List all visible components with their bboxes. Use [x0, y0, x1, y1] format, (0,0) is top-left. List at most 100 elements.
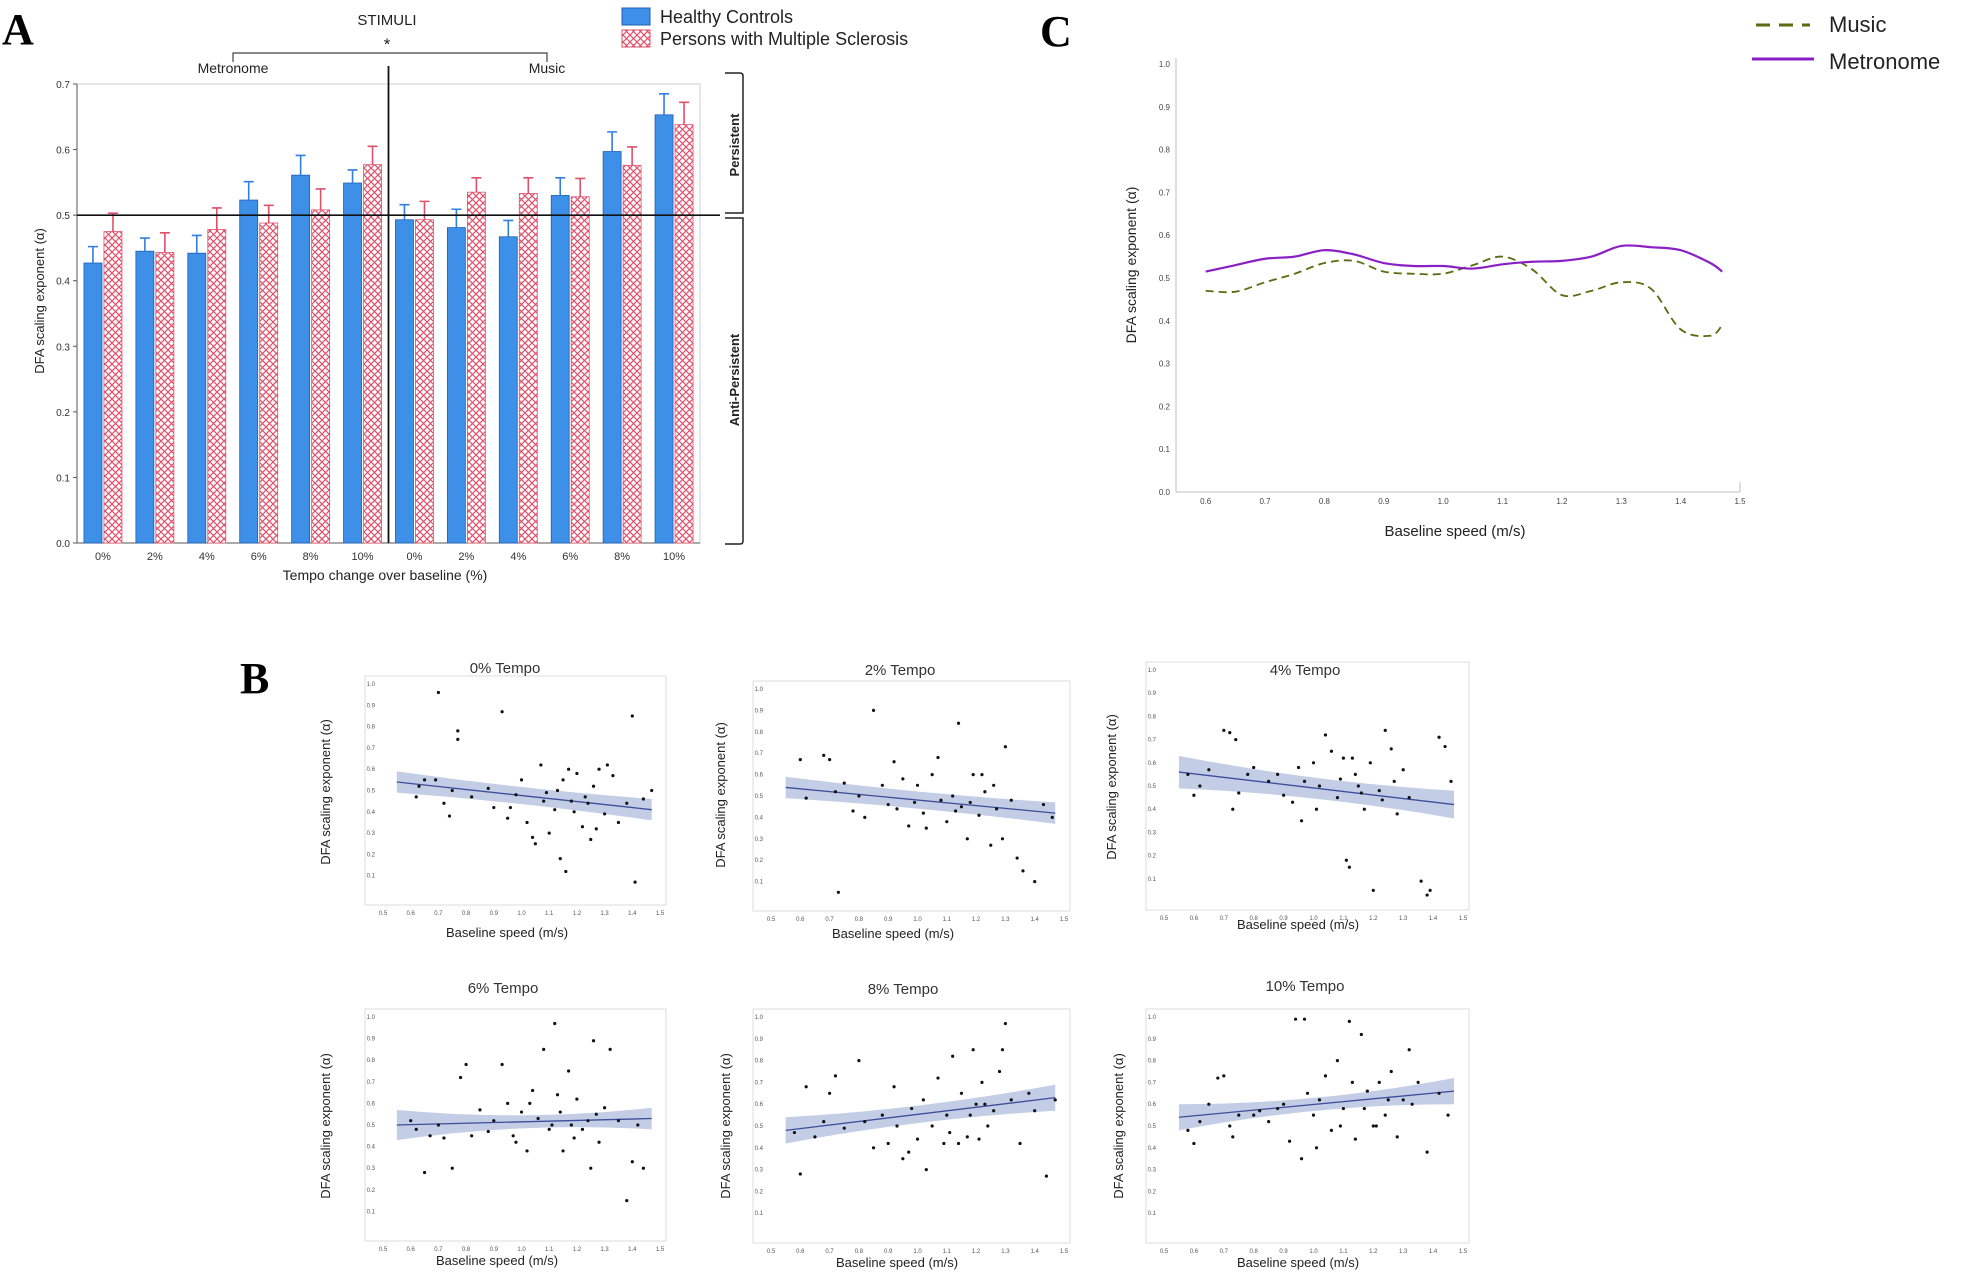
data-point [1000, 1048, 1005, 1052]
scatter-y-tick-label: 0.7 [1148, 1080, 1157, 1086]
confidence-band [396, 1107, 652, 1141]
legend-label-metronome: Metronome [1829, 49, 1940, 74]
data-point [1335, 1059, 1340, 1063]
scatter-y-tick-label: 0.1 [755, 1211, 764, 1217]
legend-label-ms: Persons with Multiple Sclerosis [660, 29, 908, 49]
data-point [450, 1166, 454, 1170]
data-point [1386, 1098, 1390, 1102]
data-point [500, 1062, 504, 1067]
group-label-music: Music [529, 60, 566, 76]
x-tick-label-a: 4% [510, 551, 526, 563]
data-point [971, 1048, 975, 1052]
data-point [1311, 1113, 1316, 1117]
bar-multiple-sclerosis [570, 196, 590, 544]
data-point [641, 1166, 645, 1170]
data-point [956, 1141, 961, 1146]
x-tick-label-c: 1.5 [1734, 497, 1746, 506]
data-point [1192, 1141, 1196, 1146]
scatter-y-tick-label: 0.5 [367, 1123, 376, 1129]
data-point [892, 1085, 896, 1089]
regression-line [1178, 771, 1455, 806]
scatter-x-label: Baseline speed (m/s) [436, 1253, 558, 1268]
scatter-x-tick-label: 1.3 [1001, 917, 1010, 923]
data-point [1329, 1128, 1334, 1132]
scatter-x-tick-label: 0.8 [1250, 916, 1259, 922]
error-bar-healthy-controls [87, 245, 98, 264]
data-point [1314, 1146, 1319, 1150]
data-point [1371, 888, 1375, 893]
data-point [930, 773, 934, 777]
data-point [921, 811, 925, 815]
data-point [986, 1124, 990, 1128]
data-point [1383, 1113, 1387, 1117]
data-point [650, 788, 654, 793]
data-point [492, 805, 496, 810]
data-point [1296, 765, 1301, 770]
data-point [492, 1119, 496, 1123]
data-point [989, 843, 993, 847]
bar-healthy-controls [446, 227, 466, 544]
data-point [1290, 800, 1295, 804]
scatter-x-tick-label: 1.0 [517, 911, 526, 917]
data-point [558, 1110, 562, 1114]
region-label-persistent: Persistent [727, 113, 742, 177]
data-point [616, 1119, 621, 1123]
data-point [1338, 777, 1343, 781]
data-point [409, 1119, 413, 1123]
scatter-y-label: DFA scaling exponent (α) [318, 719, 333, 865]
scatter-x-tick-label: 0.7 [1220, 916, 1229, 922]
data-point [842, 781, 846, 785]
data-point [561, 778, 565, 782]
scatter-x-tick-label: 1.3 [1001, 1249, 1010, 1255]
data-point [833, 1074, 838, 1078]
data-point [915, 783, 920, 787]
scatter-y-tick-label: 0.3 [1148, 1168, 1157, 1174]
bar-multiple-sclerosis [259, 222, 279, 544]
data-point [1018, 1141, 1022, 1146]
data-point [1027, 1091, 1031, 1095]
data-point [550, 1123, 554, 1127]
data-point [965, 1135, 969, 1139]
data-point [1252, 1113, 1256, 1117]
x-axis-label-a: Tempo change over baseline (%) [283, 567, 488, 583]
bar-healthy-controls [135, 250, 155, 544]
data-point [1389, 747, 1393, 751]
data-point [536, 1116, 540, 1121]
error-bar-healthy-controls [399, 203, 410, 220]
data-point [1392, 779, 1396, 783]
data-point [553, 1021, 557, 1026]
data-point [1276, 1106, 1280, 1111]
plot-frame-b [1145, 1008, 1470, 1244]
data-point [924, 1168, 928, 1172]
scatter-plot-5: 10% Tempo Baseline speed (m/s) DFA scaling… [1111, 978, 1470, 1270]
data-point [542, 799, 546, 803]
scatter-y-tick-label: 0.1 [1148, 877, 1157, 883]
bar-healthy-controls [498, 236, 518, 544]
data-point [530, 835, 535, 839]
data-point [798, 758, 802, 762]
data-point [1053, 1098, 1057, 1102]
data-point [1003, 745, 1008, 749]
data-point [1395, 1135, 1399, 1139]
data-point [1353, 772, 1357, 777]
scatter-y-tick-label: 0.5 [755, 1124, 764, 1130]
data-point [997, 1069, 1002, 1074]
y-tick-label-c: 1.0 [1159, 60, 1171, 69]
data-point [1437, 735, 1441, 739]
data-point [1362, 807, 1366, 811]
data-point [822, 1120, 826, 1124]
scatter-x-tick-label: 0.9 [884, 917, 893, 923]
x-tick-label-a: 4% [199, 551, 215, 563]
data-point [851, 809, 855, 813]
error-bar-multiple-sclerosis [211, 207, 222, 230]
error-bar-multiple-sclerosis [471, 176, 482, 193]
data-point [1389, 1069, 1393, 1074]
scatter-x-tick-label: 1.4 [1031, 1249, 1040, 1255]
bar-multiple-sclerosis [674, 124, 694, 544]
scatter-x-tick-label: 0.9 [490, 911, 499, 917]
panel-b-scatter-grid: 0% Tempo Baseline speed (m/s) DFA scaling … [318, 660, 1470, 1270]
data-point [1443, 744, 1447, 749]
x-tick-label-c: 1.2 [1556, 497, 1568, 506]
data-point [1368, 761, 1372, 765]
scatter-y-tick-label: 0.8 [755, 1059, 764, 1065]
